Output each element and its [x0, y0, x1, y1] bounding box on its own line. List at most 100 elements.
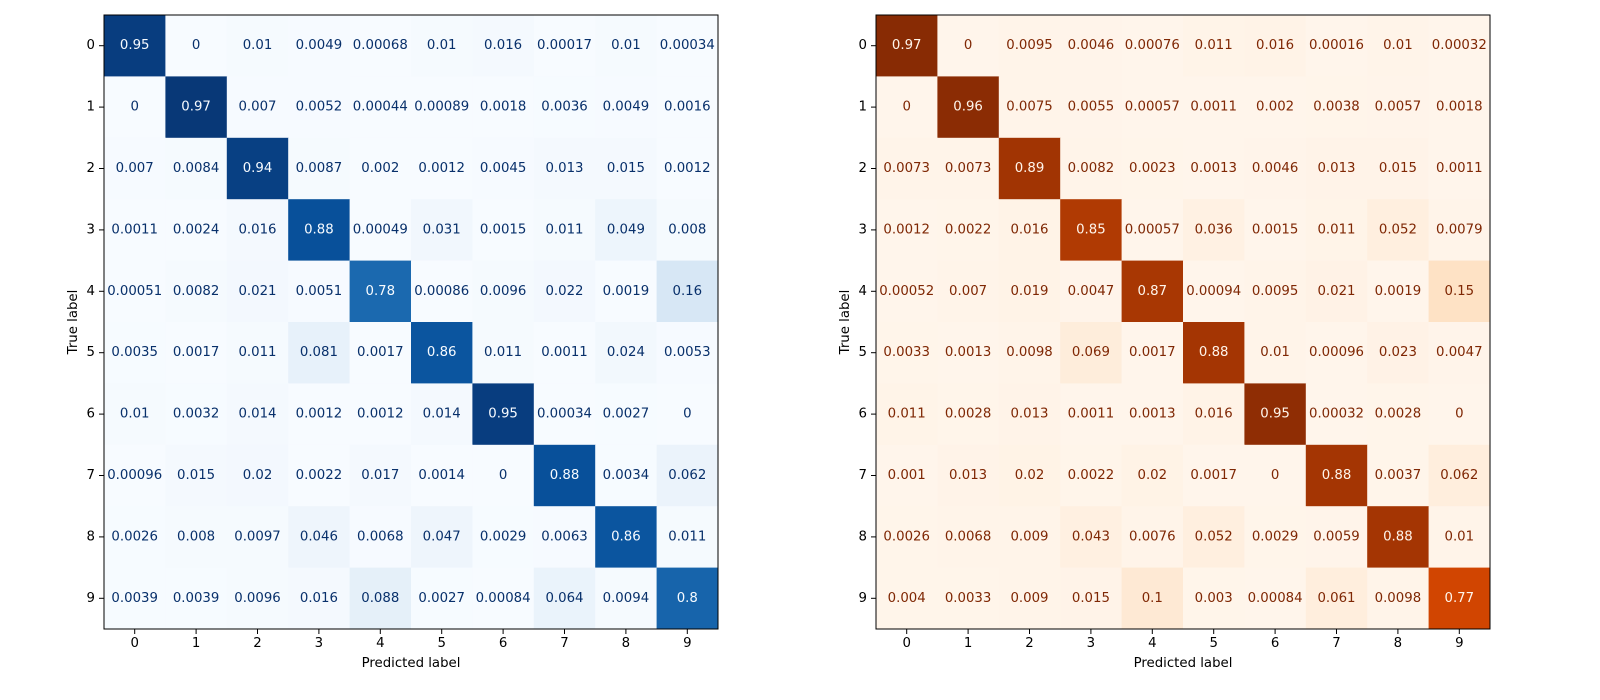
- cell-value-label: 0.0076: [1129, 529, 1176, 544]
- matrix-cell-r1-c3: [1060, 76, 1123, 139]
- y-axis-label: True label: [66, 290, 81, 356]
- matrix-cell-r0-c0: [876, 15, 938, 77]
- cell-value-label: 0.0098: [1375, 591, 1422, 606]
- matrix-cell-r4-c3: [1060, 260, 1123, 323]
- cell-value-label: 0.88: [1199, 345, 1229, 360]
- cell-value-label: 0.0017: [173, 345, 220, 360]
- matrix-cell-r3-c4: [1121, 199, 1184, 262]
- cell-value-label: 0.052: [1195, 529, 1233, 544]
- matrix-cell-r9-c3: [1060, 567, 1123, 630]
- matrix-cell-r7-c4: [349, 444, 412, 507]
- matrix-cell-r5-c7: [1305, 322, 1368, 384]
- cell-value-label: 0.02: [1015, 468, 1045, 483]
- matrix-cell-r0-c6: [1244, 15, 1307, 77]
- cell-value-label: 0.046: [300, 529, 338, 544]
- matrix-cell-r7-c9: [1428, 444, 1491, 507]
- cell-value-label: 0: [192, 38, 200, 53]
- cell-value-label: 0.019: [1010, 284, 1048, 299]
- x-tick-label: 4: [376, 636, 384, 651]
- matrix-cell-r1-c1: [937, 76, 1000, 139]
- matrix-cell-r0-c0: [104, 15, 166, 77]
- cell-value-label: 0.00034: [537, 407, 592, 422]
- cell-value-label: 0.007: [116, 161, 154, 176]
- matrix-cell-r1-c0: [876, 76, 938, 139]
- cell-value-label: 0.0047: [1436, 345, 1483, 360]
- cell-value-label: 0.01: [1260, 345, 1290, 360]
- cell-value-label: 0.013: [1010, 407, 1048, 422]
- cell-value-label: 0.00032: [1432, 38, 1487, 53]
- cell-value-label: 0.00017: [537, 38, 592, 53]
- cell-value-label: 0.0033: [945, 591, 992, 606]
- matrix-cell-r4-c5: [411, 260, 473, 323]
- y-tick-label: 9: [859, 591, 867, 606]
- cell-value-label: 0.16: [672, 284, 702, 299]
- cell-value-label: 0.0022: [296, 468, 343, 483]
- matrix-cell-r4-c1: [937, 260, 1000, 323]
- y-tick-label: 6: [87, 407, 95, 422]
- matrix-cell-r6-c0: [104, 383, 166, 446]
- cell-value-label: 0.0079: [1436, 222, 1483, 237]
- cell-value-label: 0.008: [668, 222, 706, 237]
- cell-value-label: 0.0053: [664, 345, 711, 360]
- cell-value-label: 0.011: [238, 345, 276, 360]
- matrix-cell-r0-c2: [998, 15, 1061, 77]
- cell-value-label: 0.00051: [107, 284, 162, 299]
- matrix-cell-r1-c6: [472, 76, 535, 139]
- matrix-cell-r2-c6: [1244, 137, 1307, 200]
- matrix-cell-r8-c1: [165, 506, 228, 569]
- matrix-cell-r1-c9: [1428, 76, 1491, 139]
- cell-value-label: 0.016: [484, 38, 522, 53]
- matrix-cell-r8-c4: [349, 506, 412, 569]
- matrix-cell-r4-c9: [656, 260, 719, 323]
- y-tick-label: 0: [859, 38, 867, 53]
- matrix-cell-r6-c0: [876, 383, 938, 446]
- cell-value-label: 0.77: [1444, 591, 1474, 606]
- matrix-cell-r1-c1: [165, 76, 228, 139]
- cell-value-label: 0.00032: [1309, 407, 1364, 422]
- matrix-cell-r6-c4: [1121, 383, 1184, 446]
- matrix-cell-r1-c5: [1183, 76, 1245, 139]
- confusion-matrix-panel-2: 0.97 0 0.0095 0.0046 0.00076 0.011 0.016 0.0001…: [838, 14, 1491, 671]
- y-tick-label: 5: [859, 345, 867, 360]
- matrix-cell-r3-c4: [349, 199, 412, 262]
- matrix-cell-r4-c4: [1121, 260, 1184, 323]
- matrix-cell-r3-c5: [411, 199, 473, 262]
- matrix-cell-r7-c7: [533, 444, 596, 507]
- matrix-cell-r5-c3: [288, 322, 351, 384]
- cell-value-label: 0.064: [545, 591, 583, 606]
- matrix-cell-r8-c3: [288, 506, 351, 569]
- cell-value-label: 0.011: [668, 529, 706, 544]
- cell-value-label: 0.0095: [1006, 38, 1053, 53]
- matrix-cell-r4-c8: [1367, 260, 1430, 323]
- cell-value-label: 0.0012: [883, 222, 930, 237]
- cell-value-label: 0.00084: [476, 591, 531, 606]
- matrix-cell-r3-c1: [165, 199, 228, 262]
- y-tick-label: 8: [859, 529, 867, 544]
- cell-value-label: 0.016: [300, 591, 338, 606]
- cell-value-label: 0.01: [1383, 38, 1413, 53]
- cell-value-label: 0.0068: [945, 529, 992, 544]
- matrix-cell-r2-c3: [1060, 137, 1123, 200]
- matrix-cell-r2-c4: [349, 137, 412, 200]
- cell-value-label: 0.0011: [1068, 407, 1115, 422]
- cell-value-label: 0.003: [1195, 591, 1233, 606]
- matrix-cell-r5-c6: [472, 322, 535, 384]
- matrix-cell-r7-c8: [595, 444, 658, 507]
- matrix-cell-r4-c7: [533, 260, 596, 323]
- matrix-cell-r7-c9: [656, 444, 719, 507]
- matrix-cell-r4-c2: [998, 260, 1061, 323]
- matrix-cell-r1-c9: [656, 76, 719, 139]
- cell-value-label: 0.069: [1072, 345, 1110, 360]
- cell-value-label: 0.0012: [296, 407, 343, 422]
- cell-value-label: 0.002: [1256, 100, 1294, 115]
- cell-value-label: 0.0012: [418, 161, 465, 176]
- cell-value-label: 0.0012: [357, 407, 404, 422]
- x-tick-label: 5: [1209, 636, 1217, 651]
- matrix-cell-r3-c5: [1183, 199, 1245, 262]
- cell-value-label: 0.062: [668, 468, 706, 483]
- cell-value-label: 0.0073: [883, 161, 930, 176]
- matrix-cell-r0-c6: [472, 15, 535, 77]
- cell-value-label: 0.0082: [173, 284, 220, 299]
- cell-value-label: 0.01: [1444, 529, 1474, 544]
- matrix-cell-r4-c5: [1183, 260, 1245, 323]
